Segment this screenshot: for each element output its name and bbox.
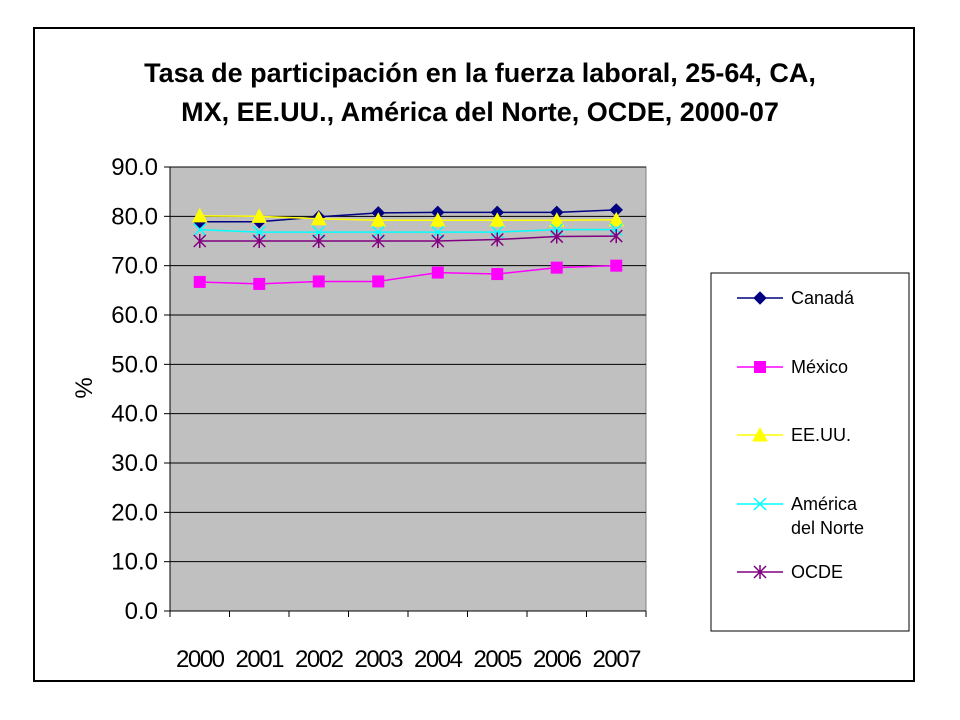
series-triangle (191, 207, 625, 227)
legend-label: OCDE (791, 562, 843, 582)
data-point (370, 212, 387, 227)
chart-title-line-2: MX, EE.UU., América del Norte, OCDE, 200… (181, 97, 779, 127)
legend-marker (752, 426, 768, 442)
legend-entry: América del Norte (737, 494, 864, 538)
y-axis-ticks: 0.0 10.0 20.0 30.0 40.0 50.0 60.0 70.0 80.0 90.0 (111, 154, 646, 625)
y-tick-label: 60.0 (111, 302, 158, 329)
data-point (252, 234, 266, 248)
x-tick-label: 2005 (474, 646, 523, 673)
data-point (548, 212, 565, 227)
y-tick-label: 80.0 (111, 203, 158, 230)
data-point (550, 229, 564, 244)
y-tick-label: 40.0 (111, 401, 158, 428)
data-point (371, 234, 385, 248)
legend-entry: OCDE (737, 562, 843, 582)
legend-marker (753, 497, 767, 511)
data-point (312, 234, 326, 248)
chart-title-line-1: Tasa de participación en la fuerza labor… (144, 58, 816, 88)
series-lines (191, 203, 625, 290)
data-point (489, 212, 506, 227)
y-tick-label: 20.0 (111, 499, 158, 526)
data-point (491, 268, 504, 281)
legend-marker (753, 291, 767, 305)
data-point (312, 275, 325, 288)
data-point (253, 277, 266, 290)
legend-marker (753, 565, 767, 579)
plot-area (169, 166, 647, 612)
legend-label: América del Norte (791, 494, 864, 538)
legend-label: Canadá (791, 288, 855, 308)
data-point (431, 234, 445, 248)
y-tick-label: 50.0 (111, 351, 158, 378)
data-point (610, 259, 623, 272)
data-point (608, 211, 625, 227)
series-line (199, 215, 617, 222)
y-tick-label: 10.0 (111, 549, 158, 576)
data-point (191, 207, 208, 223)
legend-label: EE.UU. (791, 425, 851, 445)
data-point (251, 208, 268, 223)
x-tick-label: 2001 (236, 646, 285, 673)
chart-title: Tasa de participación en la fuerza labor… (0, 54, 960, 132)
data-point (550, 261, 563, 274)
series-line (199, 235, 617, 242)
legend-entry: Canadá (737, 288, 855, 308)
series-star (193, 229, 623, 248)
data-point (310, 210, 327, 226)
y-tick-label: 0.0 (125, 598, 158, 625)
y-tick-label: 30.0 (111, 450, 158, 477)
legend-entry: EE.UU. (737, 425, 851, 445)
data-point (193, 275, 206, 288)
x-tick-label: 2000 (176, 646, 225, 673)
x-axis-ticks: 2000 2001 2002 2003 2004 2005 2006 2007 (169, 611, 647, 673)
y-tick-label: 90.0 (111, 154, 158, 181)
legend-marker (754, 361, 766, 373)
legend-label: México (791, 357, 848, 377)
y-axis-label: % (71, 377, 98, 398)
legend: Canadá México EE.UU. América del Norte OCDE (710, 272, 910, 632)
data-point (193, 223, 207, 237)
x-tick-label: 2003 (355, 646, 404, 673)
legend-entry: México (737, 357, 848, 377)
data-point (372, 275, 385, 288)
data-point (429, 212, 446, 227)
x-tick-label: 2006 (533, 646, 582, 673)
x-tick-label: 2004 (414, 646, 463, 673)
y-tick-label: 70.0 (111, 253, 158, 280)
series-line (199, 264, 617, 285)
series-square (193, 259, 623, 290)
data-point (431, 266, 444, 279)
data-point (193, 234, 207, 248)
series-line (199, 209, 617, 223)
x-tick-label: 2007 (593, 646, 642, 673)
x-tick-label: 2002 (295, 646, 344, 673)
data-point (490, 232, 504, 247)
series-line (199, 228, 617, 233)
data-point (609, 229, 623, 244)
